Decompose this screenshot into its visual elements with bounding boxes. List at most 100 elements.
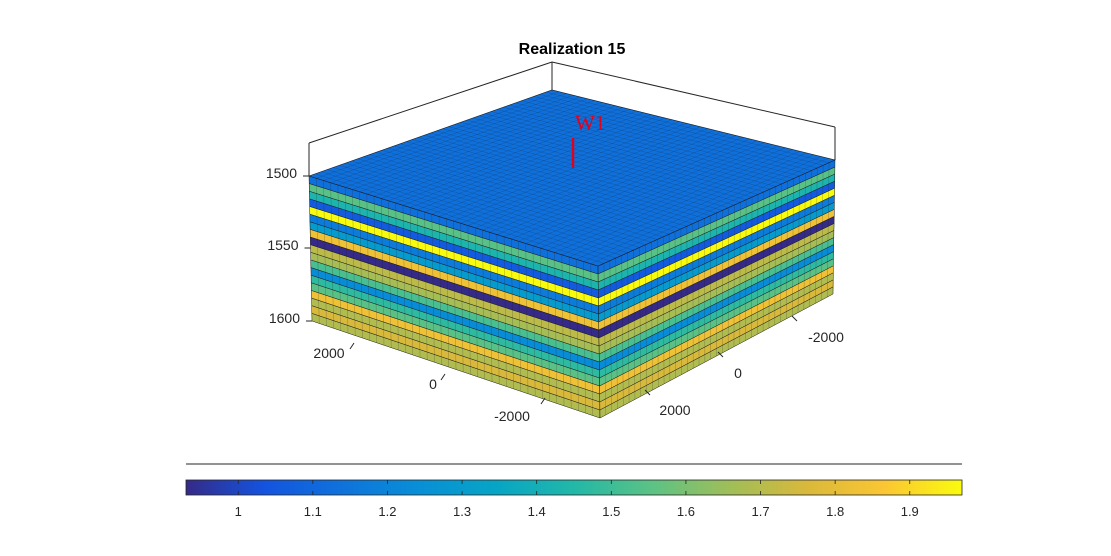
grid-line bbox=[515, 102, 800, 177]
grid-line bbox=[381, 149, 670, 235]
grid-line bbox=[400, 143, 687, 227]
grid-line bbox=[576, 154, 814, 260]
grid-line bbox=[418, 137, 705, 219]
grid-line bbox=[503, 236, 507, 387]
grid-line bbox=[809, 170, 812, 307]
grid-line bbox=[491, 111, 776, 187]
grid-line bbox=[568, 256, 572, 409]
grid-line bbox=[448, 126, 735, 206]
grid-line bbox=[393, 145, 682, 230]
grid-line bbox=[511, 238, 514, 389]
grid-line bbox=[366, 193, 370, 341]
layer-band-right bbox=[599, 286, 834, 419]
grid-line bbox=[791, 178, 794, 316]
grid-line bbox=[568, 152, 807, 258]
grid-line bbox=[797, 175, 800, 313]
grid-line bbox=[786, 181, 788, 319]
grid-line bbox=[467, 225, 471, 375]
right-face-gridlines bbox=[603, 162, 830, 415]
x-tick-label: 0 bbox=[429, 376, 437, 392]
grid-line bbox=[387, 147, 676, 232]
grid-line bbox=[780, 183, 782, 322]
grid-line bbox=[474, 227, 478, 377]
grid-line bbox=[525, 243, 529, 394]
z-tick-label: 1550 bbox=[267, 237, 298, 253]
grid-line bbox=[357, 158, 646, 246]
grid-line bbox=[757, 194, 759, 335]
grid-line bbox=[826, 162, 830, 298]
grid-line bbox=[554, 149, 793, 253]
y-tick-label: 2000 bbox=[659, 402, 690, 418]
grid-line bbox=[430, 132, 717, 214]
colorbar-tick-label: 1.4 bbox=[528, 504, 546, 519]
colorbar-tick-label: 1.2 bbox=[378, 504, 396, 519]
colorbar: 1 1.1 1.2 1.3 1.4 1.5 1.6 1.7 1.8 1.9 bbox=[185, 463, 963, 519]
grid-line bbox=[745, 199, 747, 341]
grid-line bbox=[446, 218, 450, 368]
colorbar-ticks: 1 1.1 1.2 1.3 1.4 1.5 1.6 1.7 1.8 1.9 bbox=[235, 480, 919, 519]
grid-line bbox=[381, 198, 385, 346]
grid-line bbox=[327, 169, 616, 259]
grid-line bbox=[438, 121, 680, 217]
grid-line bbox=[533, 96, 818, 169]
grid-line bbox=[680, 228, 682, 375]
grid-line bbox=[402, 112, 645, 206]
grid-line bbox=[518, 140, 758, 242]
grid-line bbox=[424, 117, 666, 213]
y-tick-label: 0 bbox=[734, 365, 742, 381]
right-face-layers bbox=[597, 159, 836, 419]
grid-line bbox=[344, 187, 349, 334]
grid-line bbox=[375, 152, 664, 238]
grid-line bbox=[561, 151, 800, 255]
grid-line bbox=[352, 100, 595, 190]
grid-line bbox=[454, 124, 741, 203]
x-tick-mark bbox=[540, 397, 546, 405]
grid-line bbox=[460, 122, 747, 200]
grid-line bbox=[453, 124, 694, 222]
grid-line bbox=[645, 244, 647, 394]
grid-line bbox=[438, 216, 442, 365]
colorbar-tick-label: 1.7 bbox=[751, 504, 769, 519]
grid-line bbox=[627, 252, 630, 403]
colorbar-tick-label: 1.6 bbox=[677, 504, 695, 519]
y-axis-ticks: -2000 0 2000 bbox=[644, 315, 844, 418]
colorbar-tick-label: 1.9 bbox=[901, 504, 919, 519]
grid-line bbox=[442, 128, 729, 208]
grid-line bbox=[521, 100, 806, 174]
grid-line bbox=[352, 189, 356, 336]
y-tick-mark bbox=[644, 389, 651, 396]
grid-line bbox=[621, 255, 624, 406]
grid-line bbox=[532, 144, 772, 246]
grid-line bbox=[472, 117, 759, 195]
grid-line bbox=[417, 209, 421, 358]
grid-line bbox=[315, 178, 320, 324]
grid-line bbox=[511, 138, 751, 240]
grid-line bbox=[339, 165, 628, 253]
grid-line bbox=[330, 182, 334, 329]
grid-line bbox=[395, 110, 637, 204]
grid-line bbox=[803, 173, 806, 310]
grid-line bbox=[603, 263, 607, 415]
colorbar-gradient bbox=[185, 479, 963, 496]
colorbar-tick-label: 1.8 bbox=[826, 504, 844, 519]
colorbar-tick-label: 1.3 bbox=[453, 504, 471, 519]
grid-line bbox=[482, 131, 722, 231]
x-tick-mark bbox=[440, 373, 446, 381]
grid-line bbox=[503, 137, 744, 237]
x-tick-label: 2000 bbox=[313, 345, 344, 361]
grid-line bbox=[460, 126, 701, 224]
grid-line bbox=[518, 241, 522, 392]
grid-line bbox=[359, 102, 602, 192]
z-tick-label: 1500 bbox=[266, 165, 297, 181]
grid-line bbox=[446, 123, 687, 219]
grid-line bbox=[539, 94, 824, 166]
grid-line bbox=[431, 214, 435, 363]
axis-box-line bbox=[308, 61, 553, 144]
x-axis-ticks: 2000 0 -2000 bbox=[313, 342, 546, 424]
grid-line bbox=[417, 116, 659, 210]
grid-line bbox=[615, 258, 618, 409]
grid-line bbox=[525, 142, 765, 244]
grid-line bbox=[540, 145, 779, 249]
grid-line bbox=[363, 156, 652, 243]
y-tick-mark bbox=[791, 315, 798, 322]
